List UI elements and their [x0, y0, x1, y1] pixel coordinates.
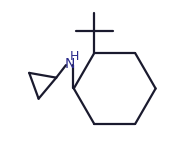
Text: N: N	[64, 57, 75, 71]
Text: H: H	[70, 50, 79, 63]
